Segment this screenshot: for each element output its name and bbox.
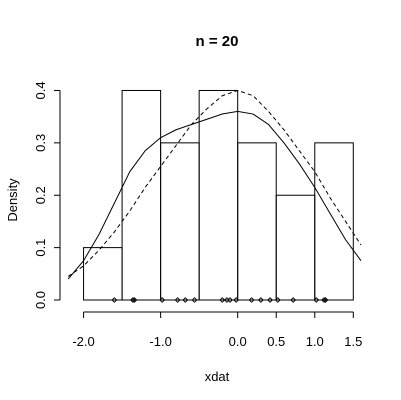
x-tick-label-1: -1.0 <box>149 334 171 349</box>
rug-point-17 <box>321 297 327 303</box>
x-tick-label-5: 1.5 <box>344 334 362 349</box>
histogram-bar-6 <box>314 142 354 301</box>
y-tick-label-3: 0.3 <box>33 134 48 152</box>
solid-density-curve <box>67 110 362 280</box>
rug-point-15 <box>290 297 297 303</box>
rug-point-12 <box>257 297 264 303</box>
rug-points <box>111 297 329 303</box>
y-tick-label-4: 0.4 <box>33 81 48 99</box>
density-curves <box>67 89 362 280</box>
y-axis: 0.0 0.1 0.2 0.3 0.4 <box>33 81 61 309</box>
rug-point-10 <box>233 297 240 303</box>
y-axis-title: Density <box>5 178 20 222</box>
histogram-bar-1 <box>121 89 162 301</box>
rug-point-18 <box>322 297 329 303</box>
histogram-bar-5 <box>275 194 316 301</box>
x-tick-label-4: 1.0 <box>306 334 324 349</box>
rug-point-6 <box>191 297 198 303</box>
rug-point-5 <box>182 297 189 303</box>
rug-point-16 <box>313 297 320 303</box>
x-axis-title: xdat <box>205 369 230 384</box>
histogram-bar-2 <box>160 142 200 301</box>
x-tick-label-0: -2.0 <box>72 334 94 349</box>
rug-point-4 <box>174 297 181 303</box>
rug-point-7 <box>219 297 226 303</box>
rug-point-0 <box>111 297 118 303</box>
y-tick-label-1: 0.1 <box>33 239 48 257</box>
rug-point-11 <box>248 297 255 303</box>
x-tick-label-2: 0.0 <box>229 334 247 349</box>
dashed-density-curve <box>67 89 362 277</box>
rug-point-9 <box>227 297 233 303</box>
chart-title: n = 20 <box>196 33 239 50</box>
histogram-bars <box>83 89 354 301</box>
rug-point-14 <box>274 297 281 303</box>
histogram-bar-4 <box>237 142 277 301</box>
rug-point-1 <box>129 297 136 303</box>
y-tick-label-0: 0.0 <box>33 291 48 309</box>
histogram-bar-0 <box>83 247 123 301</box>
x-tick-label-3: 0.5 <box>267 334 285 349</box>
y-tick-label-2: 0.2 <box>33 186 48 204</box>
histogram-bar-3 <box>198 89 239 301</box>
rug-point-13 <box>267 297 273 303</box>
rug-point-3 <box>159 297 166 303</box>
rug-point-2 <box>131 297 138 303</box>
x-axis: -2.0 -1.0 0.0 0.5 1.0 1.5 <box>72 311 362 349</box>
